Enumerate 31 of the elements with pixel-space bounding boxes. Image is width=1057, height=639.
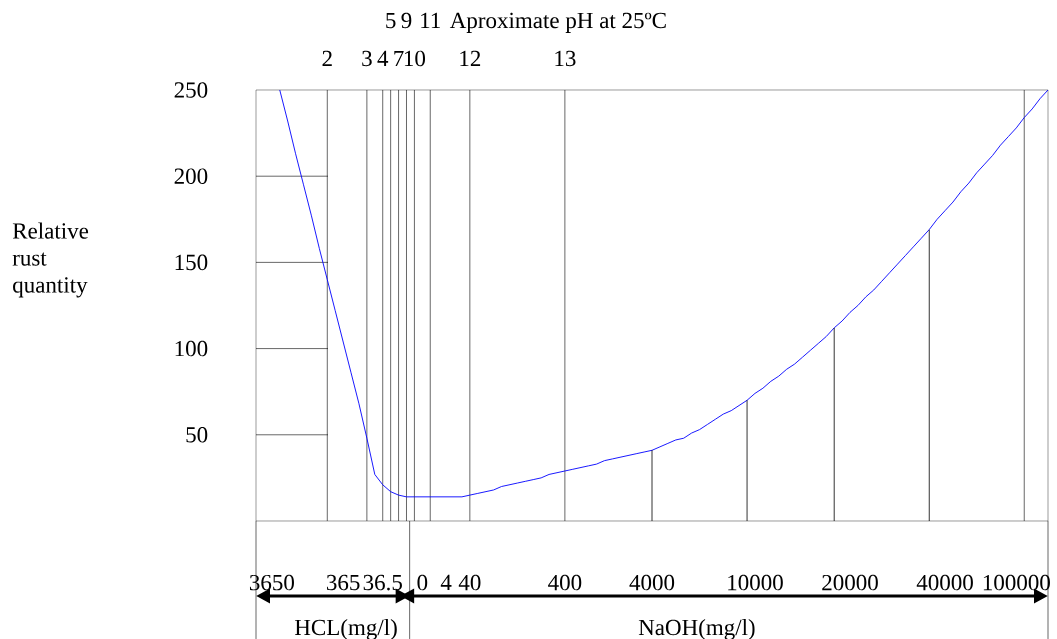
- text: 10: [404, 50, 426, 67]
- text: 2: [322, 50, 332, 66]
- y-tick-label: 200: [174, 168, 208, 184]
- text: 12: [460, 50, 481, 66]
- y-axis-title: Relative rust quantity: [12, 222, 89, 298]
- y-tick-label: 150: [175, 254, 208, 271]
- text: 4: [377, 50, 389, 66]
- text: 9: [401, 12, 412, 29]
- x-tick-label: 100000: [983, 574, 1050, 591]
- x-tick-label: 400: [548, 574, 582, 591]
- x-tick-label: 365: [326, 574, 360, 591]
- x-tick-label: 3650: [249, 574, 294, 591]
- x-tick-label: 4000: [629, 574, 675, 591]
- x-tick-label: 40: [458, 574, 481, 591]
- x-tick-label: 4: [440, 574, 452, 590]
- y-tick-label: 100: [175, 340, 208, 357]
- text: HCL(mg/l): [294, 619, 397, 639]
- x-tick-label: 10000: [728, 574, 783, 591]
- text: 3: [362, 50, 372, 67]
- text: NaOH(mg/l): [638, 619, 755, 639]
- x-tick-label: 36.5: [363, 574, 402, 591]
- text: 11: [421, 12, 440, 28]
- y-tick-label: 250: [174, 82, 208, 98]
- x-tick-label: 0: [417, 574, 428, 591]
- text: 7: [394, 50, 404, 66]
- text: 13: [555, 50, 576, 67]
- x-tick-label: 20000: [822, 574, 878, 591]
- y-tick-label: 50: [186, 427, 208, 443]
- text: Aproximate pH at 25ºC: [449, 12, 666, 33]
- x-tick-label: 40000: [916, 574, 973, 591]
- text: 5: [386, 12, 396, 29]
